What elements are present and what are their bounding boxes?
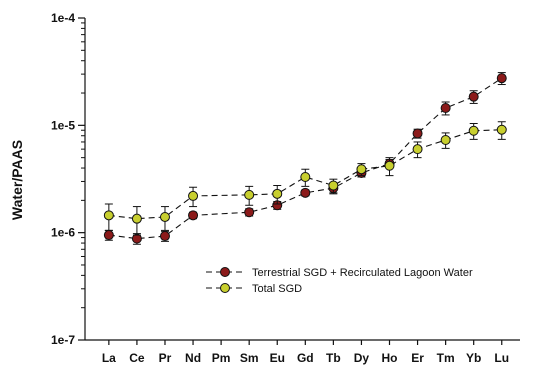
legend-item-total-sgd: Total SGD bbox=[206, 283, 302, 295]
x-tick-label: Pm bbox=[212, 351, 231, 365]
x-tick-label: Sm bbox=[240, 351, 259, 365]
data-point bbox=[468, 91, 479, 102]
y-tick-label: 1e-5 bbox=[51, 118, 75, 132]
x-tick-label: Lu bbox=[494, 351, 509, 365]
data-point bbox=[356, 164, 367, 175]
x-tick-label: Er bbox=[411, 351, 424, 365]
data-point bbox=[412, 128, 423, 139]
x-tick-label: Nd bbox=[185, 351, 201, 365]
x-tick-label: Dy bbox=[354, 351, 370, 365]
data-point bbox=[496, 73, 507, 84]
data-point bbox=[244, 207, 255, 218]
x-tick-label: Eu bbox=[270, 351, 285, 365]
plot-area bbox=[84, 18, 520, 341]
data-point bbox=[159, 231, 170, 242]
x-tick-label: Ho bbox=[382, 351, 398, 365]
data-point bbox=[244, 189, 255, 200]
data-point bbox=[188, 190, 199, 201]
legend-label-total-sgd: Total SGD bbox=[252, 283, 302, 295]
x-tick-label: Tb bbox=[326, 351, 341, 365]
data-point bbox=[440, 103, 451, 114]
data-point bbox=[468, 125, 479, 136]
data-point bbox=[159, 211, 170, 222]
data-point bbox=[188, 210, 199, 221]
legend-item-terrestrial: Terrestrial SGD + Recirculated Lagoon Wa… bbox=[206, 267, 473, 279]
x-tick-label: Ce bbox=[129, 351, 145, 365]
legend-marker-terrestrial bbox=[220, 267, 230, 277]
x-tick-label: Pr bbox=[159, 351, 172, 365]
data-point bbox=[328, 180, 339, 191]
series-line bbox=[108, 77, 503, 240]
data-point bbox=[384, 160, 395, 171]
legend-marker-total-sgd bbox=[220, 283, 230, 293]
x-tick-label: Tm bbox=[437, 351, 455, 365]
x-tick-label: La bbox=[102, 351, 116, 365]
data-point bbox=[300, 172, 311, 183]
legend: Terrestrial SGD + Recirculated Lagoon Wa… bbox=[206, 267, 473, 295]
x-tick-label: Yb bbox=[466, 351, 481, 365]
data-point bbox=[131, 213, 142, 224]
y-axis-title: Water/PAAS bbox=[9, 140, 25, 220]
y-tick-label: 1e-4 bbox=[51, 11, 75, 25]
x-tick-label: Gd bbox=[297, 351, 314, 365]
series-layer bbox=[103, 72, 507, 245]
data-point bbox=[300, 187, 311, 198]
y-tick-label: 1e-7 bbox=[51, 333, 75, 347]
data-point bbox=[103, 230, 114, 241]
series-total-sgd bbox=[103, 121, 507, 236]
data-point bbox=[103, 210, 114, 221]
data-point bbox=[496, 124, 507, 135]
data-point bbox=[440, 135, 451, 146]
x-axis-ticks: La Ce Pr Nd Pm Sm Eu Gd Tb Dy Ho Er Tm Yb Lu bbox=[102, 340, 509, 365]
y-tick-label: 1e-6 bbox=[51, 226, 75, 240]
legend-label-terrestrial: Terrestrial SGD + Recirculated Lagoon Wa… bbox=[252, 267, 473, 279]
y-axis-ticks: 1e-7 1e-6 1e-5 1e-4 bbox=[51, 11, 85, 347]
data-point bbox=[412, 144, 423, 155]
data-point bbox=[272, 188, 283, 199]
